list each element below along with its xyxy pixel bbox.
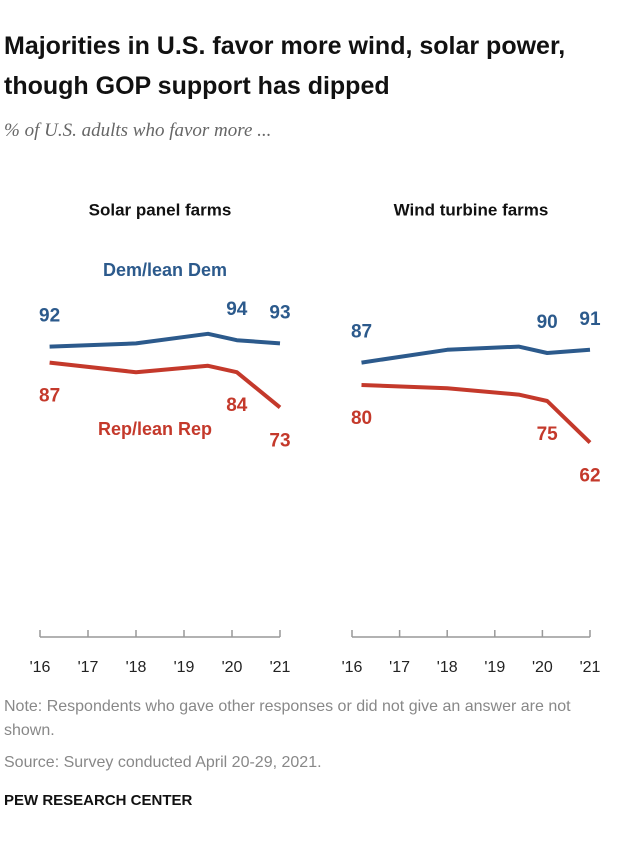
credit: PEW RESEARCH CENTER <box>4 792 193 809</box>
chart: Solar panel farms '16 '17 '18 '19 '20 '21 92 94 9… <box>30 200 601 676</box>
panel-title: Solar panel farms <box>89 200 232 219</box>
x-tick-label: '18 <box>126 659 147 676</box>
data-label: 73 <box>269 430 290 451</box>
series-name: Dem/lean Dem <box>103 260 227 280</box>
data-label: 75 <box>537 424 559 445</box>
subtitle: % of U.S. adults who favor more ... <box>4 120 272 141</box>
series-line <box>49 331 281 349</box>
data-label: 80 <box>351 408 372 429</box>
data-label: 62 <box>579 466 600 487</box>
x-tick-label: '20 <box>532 659 553 676</box>
data-label: 92 <box>39 306 60 327</box>
x-tick-label: '19 <box>174 659 195 676</box>
x-tick-label: '21 <box>580 659 601 676</box>
note: Note: Respondents who gave other respons… <box>4 698 571 739</box>
x-tick-label: '17 <box>78 659 99 676</box>
data-label: 90 <box>537 312 558 333</box>
source: Source: Survey conducted April 20-29, 20… <box>4 754 322 771</box>
x-tick-label: '16 <box>30 659 51 676</box>
data-label: 84 <box>226 395 248 416</box>
title: Majorities in U.S. favor more wind, sola… <box>4 32 566 100</box>
data-label: 87 <box>39 386 60 407</box>
x-tick-label: '20 <box>222 659 243 676</box>
data-label: 93 <box>269 302 290 323</box>
x-tick-label: '18 <box>437 659 458 676</box>
data-label: 94 <box>226 299 248 320</box>
data-label: 91 <box>579 309 601 330</box>
series-line <box>361 344 591 365</box>
data-label: 87 <box>351 322 372 343</box>
x-tick-label: '21 <box>270 659 291 676</box>
panel-title: Wind turbine farms <box>394 200 549 219</box>
x-tick-label: '16 <box>342 659 363 676</box>
x-tick-label: '19 <box>484 659 505 676</box>
series-name: Rep/lean Rep <box>98 419 212 439</box>
series-line <box>361 383 592 445</box>
series-line <box>49 360 282 409</box>
x-tick-label: '17 <box>389 659 410 676</box>
